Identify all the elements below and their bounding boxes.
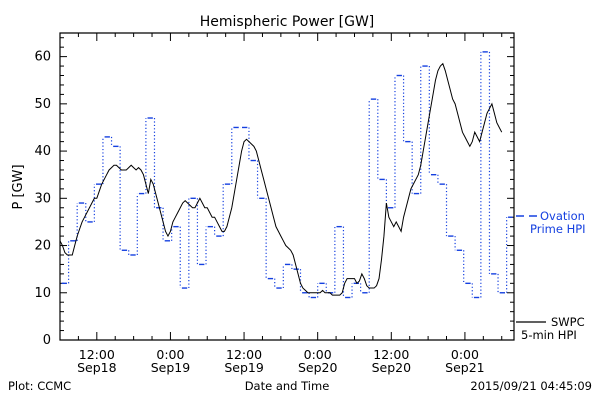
y-tick-label: 50 xyxy=(34,97,51,112)
x-tick-label-date: Sep19 xyxy=(224,360,264,375)
x-tick-label-time: 0:00 xyxy=(156,347,184,362)
legend-swpc-label-line1: SWPC xyxy=(551,315,585,329)
footer: Plot: CCMC Date and Time 2015/09/21 04:4… xyxy=(8,379,592,393)
chart-title: Hemispheric Power [GW] xyxy=(200,14,375,30)
plot-credit: Plot: CCMC xyxy=(8,379,71,393)
x-tick-label-time: 12:00 xyxy=(79,347,115,362)
x-axis-tick-labels: 12:00Sep180:00Sep1912:00Sep190:00Sep2012… xyxy=(77,347,485,375)
legend-ovation-prime-hpi: Ovation Prime HPI xyxy=(516,209,586,236)
y-tick-label: 0 xyxy=(43,333,51,348)
y-axis-ticks xyxy=(60,37,514,341)
series-swpc-5min-hpi xyxy=(59,62,503,296)
y-tick-label: 60 xyxy=(34,50,51,65)
x-tick-label-time: 0:00 xyxy=(304,347,332,362)
y-tick-label: 30 xyxy=(34,191,51,206)
timestamp: 2015/09/21 04:45:09 xyxy=(470,379,592,393)
series-ovation-prime-hpi xyxy=(61,51,513,299)
x-tick-label-date: Sep18 xyxy=(77,360,117,375)
x-axis-ticks xyxy=(59,33,503,340)
x-tick-label-date: Sep20 xyxy=(372,360,412,375)
x-tick-label-date: Sep21 xyxy=(445,360,484,375)
x-axis-caption: Date and Time xyxy=(245,379,330,393)
y-axis-tick-labels: 0 10 20 30 40 50 60 xyxy=(34,50,51,348)
y-tick-label: 10 xyxy=(34,286,51,301)
legend-ovation-label-line2: Prime HPI xyxy=(530,222,586,236)
y-tick-label: 20 xyxy=(34,239,51,254)
x-tick-label-date: Sep20 xyxy=(298,360,338,375)
legend-swpc-5min-hpi: SWPC 5-min HPI xyxy=(516,315,585,342)
swpc-data-line xyxy=(59,62,503,296)
x-tick-label-date: Sep19 xyxy=(151,360,191,375)
y-tick-label: 40 xyxy=(34,144,51,159)
y-axis-label-text: P [GW] xyxy=(11,164,26,209)
y-axis-label: P [GW] xyxy=(11,164,26,209)
legend-swpc-label-line2: 5-min HPI xyxy=(521,328,577,342)
x-tick-label-time: 12:00 xyxy=(226,347,262,362)
x-tick-label-time: 12:00 xyxy=(373,347,409,362)
legend-ovation-label-line1: Ovation xyxy=(540,209,585,223)
x-tick-label-time: 0:00 xyxy=(451,347,479,362)
